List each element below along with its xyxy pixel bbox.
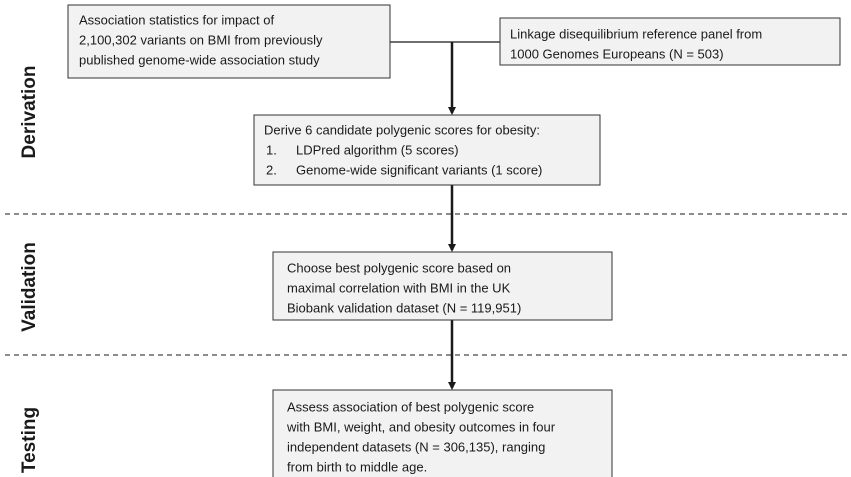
box (272, 389, 613, 477)
box-text: published genome-wide association study (79, 52, 320, 67)
box-text: Biobank validation dataset (N = 119,951) (287, 300, 521, 315)
list-number: 1. (266, 142, 277, 157)
box-text: Choose best polygenic score based on (287, 260, 511, 275)
box-text: Association statistics for impact of (79, 12, 274, 27)
box (499, 17, 841, 66)
section-label: Validation (19, 242, 40, 332)
list-text: LDPred algorithm (5 scores) (296, 142, 459, 157)
box-text: maximal correlation with BMI in the UK (287, 280, 511, 295)
box-text: independent datasets (N = 306,135), rang… (287, 439, 545, 454)
box-text: with BMI, weight, and obesity outcomes i… (286, 419, 556, 434)
box (272, 251, 613, 321)
list-text: Genome-wide significant variants (1 scor… (296, 162, 542, 177)
box-text: 1000 Genomes Europeans (N = 503) (510, 46, 724, 61)
box (67, 4, 391, 79)
box (253, 114, 601, 186)
box-text: from birth to middle age. (287, 459, 427, 474)
box-text: 2,100,302 variants on BMI from previousl… (79, 32, 323, 47)
box-text: Derive 6 candidate polygenic scores for … (264, 122, 540, 137)
box-text: Linkage disequilibrium reference panel f… (510, 26, 762, 41)
list-number: 2. (266, 162, 277, 177)
section-label: Derivation (19, 66, 40, 159)
section-label: Testing (19, 407, 40, 473)
box-text: Assess association of best polygenic sco… (287, 399, 534, 414)
